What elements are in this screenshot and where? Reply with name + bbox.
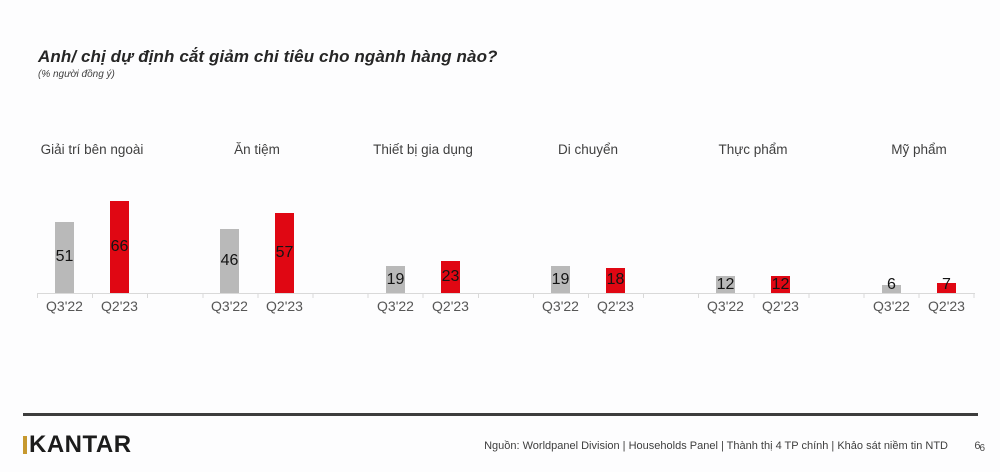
bar-value-label: 6 [887, 276, 896, 293]
bar-slot: 12 Q2'23 [753, 140, 808, 314]
x-tick-label: Q3'22 [211, 298, 248, 314]
bar-q3-22: 51 [55, 221, 74, 293]
bar-slot: 51 Q3'22 [37, 140, 92, 314]
x-tick-label: Q2'23 [762, 298, 799, 314]
bar-slot: 66 Q2'23 [92, 140, 147, 314]
x-tick-label: Q3'22 [377, 298, 414, 314]
page-number: 66 [974, 440, 985, 454]
bar-slot: 23 Q2'23 [423, 140, 478, 314]
category-label: Di chuyển [557, 142, 619, 157]
bar-value-label: 57 [275, 244, 294, 262]
bar-value-label: 23 [441, 267, 460, 285]
chart-group-di-chuyen: Di chuyển 19 Q3'22 18 Q2'23 [533, 140, 699, 330]
bar-q3-22: 19 [551, 266, 570, 293]
bar-value-label: 12 [771, 275, 790, 293]
kantar-logo: KANTAR [23, 433, 132, 457]
bar-q2-23: 23 [441, 260, 460, 293]
chart-group-giai-tri: Giải trí bên ngoài 51 Q3'22 66 Q2'23 [37, 140, 203, 330]
bar-q2-23: 66 [110, 200, 129, 293]
x-tick-label: Q2'23 [266, 298, 303, 314]
x-tick-label: Q3'22 [707, 298, 744, 314]
bar-value-label: 7 [942, 276, 951, 293]
bar-value-label: 51 [55, 248, 74, 266]
x-tick-label: Q2'23 [597, 298, 634, 314]
bar-q3-22: 46 [220, 228, 239, 293]
chart-group-my-pham: Mỹ phẩm 6 Q3'22 7 Q2'23 [864, 140, 1000, 330]
bar-q2-23: 7 [937, 277, 956, 293]
bar-chart: Giải trí bên ngoài 51 Q3'22 66 Q2'23 Ăn … [37, 140, 975, 330]
chart-group-thuc-pham: Thực phẩm 12 Q3'22 12 Q2'23 [698, 140, 864, 330]
bar-value-label: 12 [716, 275, 735, 293]
bar-slot: 18 Q2'23 [588, 140, 643, 314]
bar-value-label: 19 [386, 270, 405, 288]
bar-slot: 19 Q3'22 [368, 140, 423, 314]
bar-slot: 57 Q2'23 [257, 140, 312, 314]
bar-q2-23: 18 [606, 267, 625, 293]
chart-title: Anh/ chị dự định cắt giảm chi tiêu cho n… [38, 47, 498, 66]
kantar-logo-gold-stem-icon [23, 436, 27, 454]
bar-slot: 6 Q3'22 [864, 140, 919, 315]
bar-slot: 19 Q3'22 [533, 140, 588, 314]
page-number-digit: 6 [974, 440, 981, 452]
page-number-digit-overlap: 6 [979, 443, 985, 454]
source-text: Nguồn: Worldpanel Division | Households … [484, 440, 948, 452]
x-tick-label: Q3'22 [873, 298, 910, 314]
bar-slot: 46 Q3'22 [202, 140, 257, 314]
category-label: Thực phẩm [718, 142, 788, 157]
bar-q3-22: 12 [716, 276, 735, 293]
bar-q3-22: 19 [386, 266, 405, 293]
footer-divider [23, 413, 978, 416]
x-tick-label: Q2'23 [101, 298, 138, 314]
chart-group-an-tiem: Ăn tiệm 46 Q3'22 57 Q2'23 [202, 140, 368, 330]
bar-value-label: 18 [606, 271, 625, 289]
category-label: Thiết bị gia dụng [373, 142, 473, 157]
kantar-logo-text: KANTAR [29, 431, 132, 458]
bar-q2-23: 12 [771, 276, 790, 293]
bar-slot: 12 Q3'22 [698, 140, 753, 314]
bar-value-label: 19 [551, 270, 570, 288]
category-label: Ăn tiệm [234, 142, 280, 157]
x-axis [37, 293, 975, 298]
bar-value-label: 66 [110, 237, 129, 255]
x-tick-label: Q2'23 [928, 298, 965, 314]
bar-q3-22: 6 [882, 277, 901, 293]
bar-slot: 7 Q2'23 [919, 140, 974, 315]
category-label: Giải trí bên ngoài [40, 142, 144, 157]
x-tick-label: Q3'22 [46, 298, 83, 314]
bar-value-label: 46 [220, 251, 239, 269]
chart-subtitle: (% người đồng ý) [38, 69, 115, 80]
category-label: Mỹ phẩm [891, 142, 947, 157]
bar-q2-23: 57 [275, 213, 294, 293]
chart-group-thiet-bi: Thiết bị gia dụng 19 Q3'22 23 Q2'23 [368, 140, 534, 330]
x-tick-label: Q3'22 [542, 298, 579, 314]
x-tick-label: Q2'23 [432, 298, 469, 314]
